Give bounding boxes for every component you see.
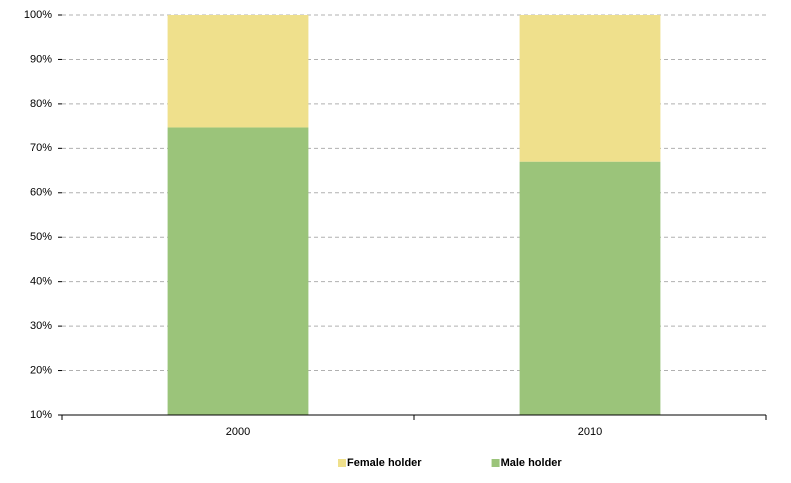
bar-segment — [167, 15, 309, 128]
y-tick-label: 50% — [30, 231, 52, 243]
bar-segment — [519, 161, 661, 415]
y-tick-label: 20% — [30, 364, 52, 376]
y-tick-label: 10% — [30, 409, 52, 421]
legend-swatch — [491, 459, 500, 467]
y-tick-label: 90% — [30, 53, 52, 65]
legend-label: Male holder — [501, 457, 563, 469]
x-tick-label: 2000 — [226, 426, 250, 438]
bar-segment — [167, 127, 309, 415]
x-tick-label: 2010 — [578, 426, 602, 438]
y-tick-label: 40% — [30, 276, 52, 288]
y-tick-label: 70% — [30, 142, 52, 154]
y-tick-label: 60% — [30, 187, 52, 199]
legend-label: Female holder — [347, 457, 422, 469]
legend-swatch — [338, 459, 346, 467]
bar-segment — [519, 15, 661, 162]
y-tick-label: 100% — [24, 9, 52, 21]
y-tick-label: 30% — [30, 320, 52, 332]
y-tick-label: 80% — [30, 98, 52, 110]
